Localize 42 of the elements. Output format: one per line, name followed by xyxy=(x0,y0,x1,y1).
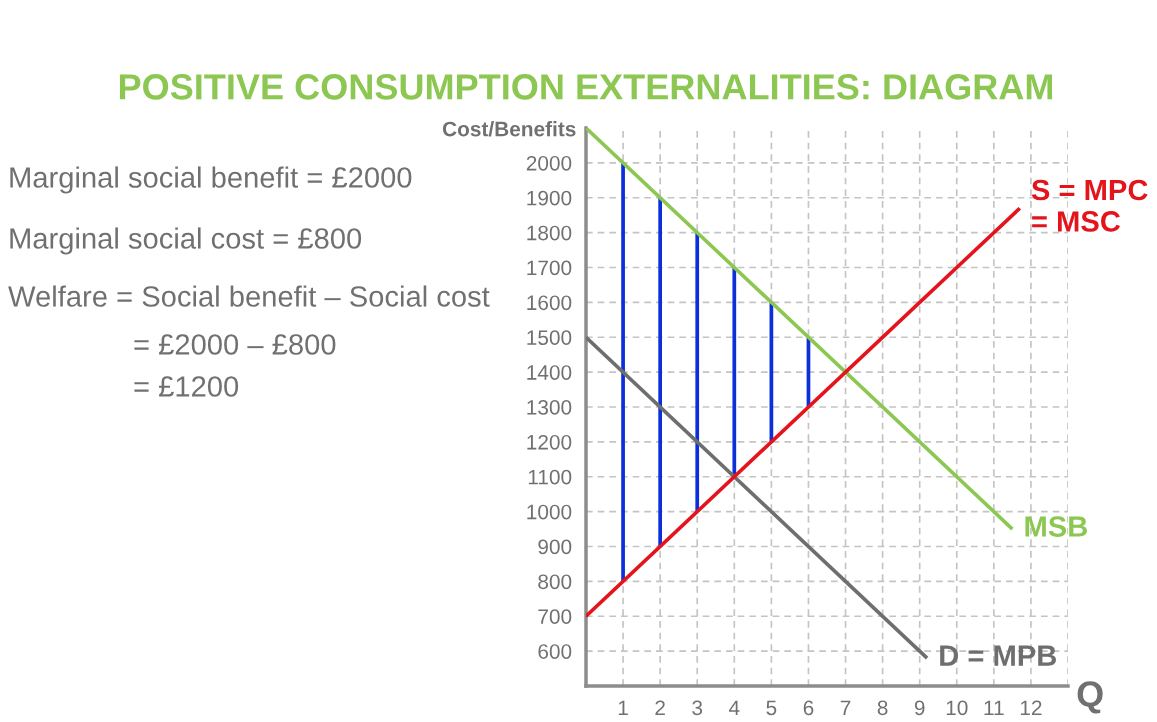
x-tick-label: 7 xyxy=(840,700,851,715)
chart-title: POSITIVE CONSUMPTION EXTERNALITIES: DIAGRAM xyxy=(119,74,1053,100)
bar xyxy=(695,232,700,512)
text: Marginal social cost = £800 xyxy=(10,227,362,255)
series-label: D = MPB xyxy=(940,645,1057,666)
y-tick-label: 1600 xyxy=(527,295,572,311)
x-tick-label: 5 xyxy=(766,700,777,716)
text: = £2000 – £800 xyxy=(134,334,336,355)
x-tick-label: 1 xyxy=(618,700,628,715)
x-tick-label: 8 xyxy=(877,700,888,716)
x-tick-label: 12 xyxy=(1020,700,1042,715)
y-tick-label: 1200 xyxy=(527,434,572,450)
series-label: MSB xyxy=(1025,516,1087,537)
text: Welfare = Social benefit – Social cost xyxy=(8,285,490,307)
y-tick-label: 1000 xyxy=(527,504,572,520)
bar xyxy=(621,162,625,582)
x-tick-label: 3 xyxy=(692,700,703,716)
y-tick-label: 1400 xyxy=(527,365,572,380)
y-tick-label: 1300 xyxy=(527,400,572,415)
y-axis-title: Cost/Benefits xyxy=(442,121,576,137)
y-tick-label: 800 xyxy=(538,574,572,590)
series-label: S = MPC = MSC xyxy=(1031,179,1148,232)
x-axis-title: Q xyxy=(1077,681,1103,714)
y-tick-label: 1100 xyxy=(528,469,572,485)
y-tick-label: 1800 xyxy=(527,225,572,241)
y-tick-label: 600 xyxy=(538,644,572,659)
y-tick-label: 2000 xyxy=(526,155,572,171)
bar xyxy=(732,267,737,477)
x-tick-label: 6 xyxy=(803,700,814,716)
x-tick-label: 11 xyxy=(984,700,1004,715)
bar xyxy=(658,197,663,547)
y-tick-label: 1700 xyxy=(527,260,572,276)
text: = £1200 xyxy=(134,376,239,397)
text: Marginal social benefit = £2000 xyxy=(10,166,412,194)
y-tick-label: 1500 xyxy=(527,330,572,345)
y-tick-label: 900 xyxy=(538,539,572,555)
y-tick-label: 700 xyxy=(538,609,572,624)
x-tick-label: 9 xyxy=(914,700,925,716)
x-tick-label: 2 xyxy=(655,700,665,715)
x-tick-label: 10 xyxy=(946,700,968,716)
y-tick-label: 1900 xyxy=(527,190,572,206)
x-tick-label: 4 xyxy=(728,700,740,715)
